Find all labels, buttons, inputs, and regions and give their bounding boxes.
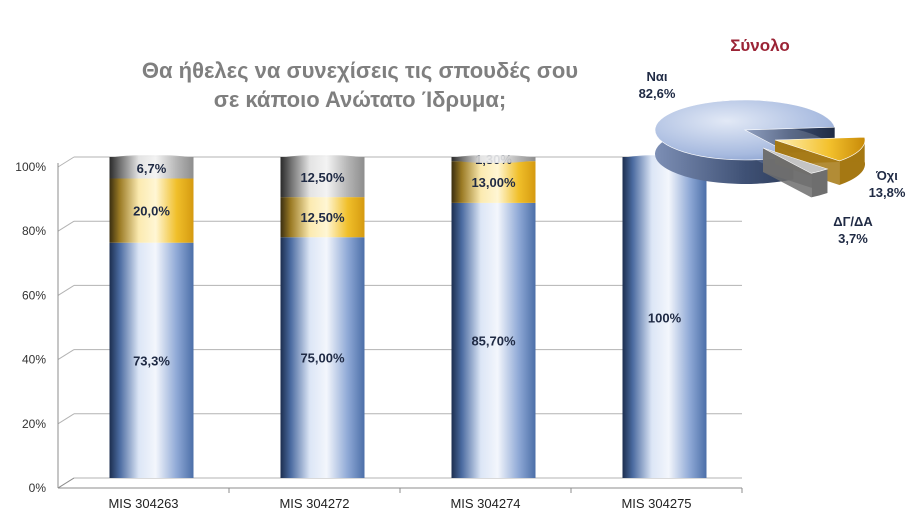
- y-tick-label: 0%: [29, 481, 47, 495]
- x-tick-label: MIS 304274: [450, 496, 520, 511]
- bar-cap: [109, 155, 194, 163]
- data-label: 73,3%: [133, 353, 170, 368]
- y-tick-label: 20%: [22, 417, 46, 431]
- pie-label-yes: Ναι 82,6%: [622, 68, 692, 102]
- pie-label-no-value: 13,8%: [868, 185, 906, 200]
- x-tick-label: MIS 304272: [279, 496, 349, 511]
- x-tick-label: MIS 304275: [621, 496, 691, 511]
- data-label: 100%: [648, 311, 682, 326]
- pie-title: Σύνολο: [730, 36, 790, 55]
- x-axis-depth: [57, 477, 75, 489]
- gridline-depth: [57, 349, 75, 361]
- pie-label-dk-value: 3,7%: [838, 231, 868, 246]
- bar-segment: [109, 178, 194, 243]
- y-tick-label: 60%: [22, 288, 46, 302]
- data-label: 75,00%: [300, 351, 345, 366]
- pie-label-no: Όχι 13,8%: [858, 167, 916, 201]
- x-tick-label: MIS 304263: [108, 496, 178, 511]
- pie-label-yes-name: Ναι: [646, 69, 668, 84]
- gridline-depth: [57, 220, 75, 232]
- bar-segment: [451, 202, 536, 478]
- bars-layer: 73,3% 20,0% 6,7% 75,00% 12,50% 12,50% 85,70% 13…: [109, 152, 707, 478]
- pie-label-dk: ΔΓ/ΔΑ 3,7%: [822, 213, 884, 247]
- y-tick-label: 40%: [22, 353, 46, 367]
- bar-segment: [622, 157, 707, 478]
- y-tick-label: 100%: [15, 160, 46, 174]
- pie-label-yes-value: 82,6%: [638, 86, 676, 101]
- bar-segment: [109, 242, 194, 478]
- gridline-depth: [57, 156, 75, 168]
- chart-title-line-2: σε κάποιο Ανώτατο Ίδρυμα;: [213, 87, 507, 112]
- data-label: 13,00%: [471, 175, 516, 190]
- data-label: 20,0%: [133, 204, 170, 219]
- gridline-depth: [57, 413, 75, 425]
- gridline-depth: [57, 284, 75, 296]
- data-label: 6,7%: [137, 161, 167, 176]
- pie-label-no-name: Όχι: [876, 168, 898, 183]
- bar-segment: [280, 237, 365, 478]
- y-tick-label: 80%: [22, 224, 46, 238]
- chart-title-line-1: Θα ήθελες να συνεχίσεις τις σπουδές σου: [141, 58, 579, 83]
- bar-cap: [451, 155, 536, 163]
- data-label: 85,70%: [471, 333, 516, 348]
- pie-label-dk-name: ΔΓ/ΔΑ: [833, 214, 873, 229]
- pie-slice-cut: [763, 148, 812, 198]
- pie-slice: [774, 136, 866, 162]
- bar-segment: [451, 161, 536, 203]
- bar-segment: [280, 197, 365, 238]
- data-label: 12,50%: [300, 210, 345, 225]
- data-label: 12,50%: [300, 170, 345, 185]
- pie-slice: [762, 147, 829, 174]
- bar-segment: [280, 157, 365, 198]
- pie-slice: [654, 99, 836, 161]
- pie-layer: [654, 99, 866, 198]
- bar-cap: [280, 155, 365, 163]
